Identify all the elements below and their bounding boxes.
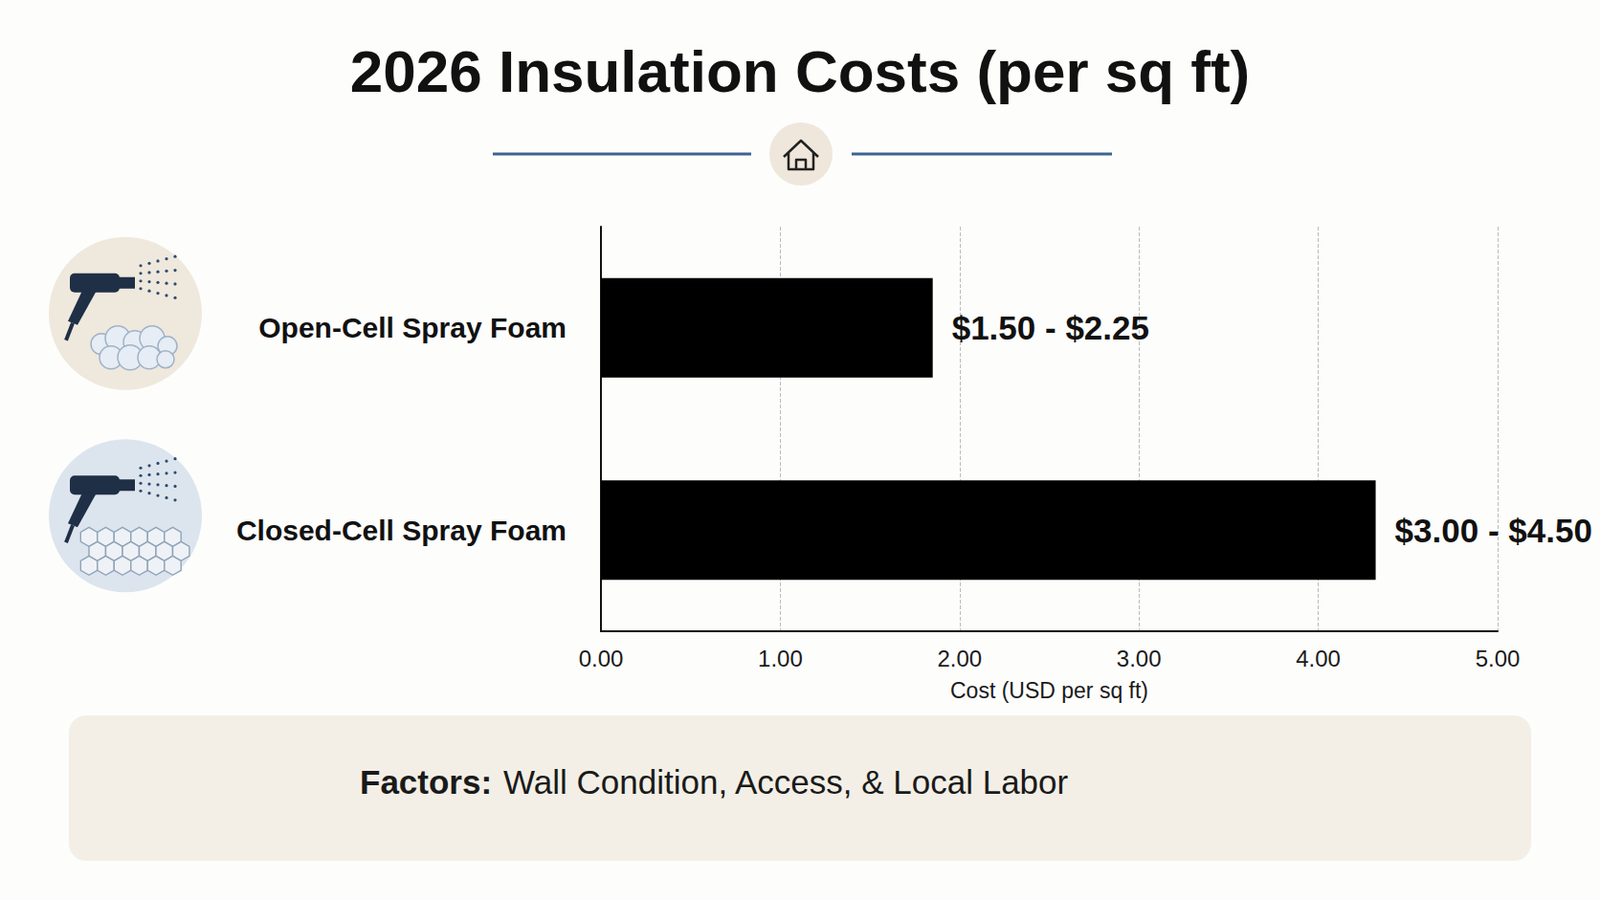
svg-text:Closed-Cell Spray Foam: Closed-Cell Spray Foam (236, 514, 567, 547)
svg-text:$1.50 - $2.25: $1.50 - $2.25 (952, 309, 1150, 347)
svg-text:2026 Insulation Costs (per sq: 2026 Insulation Costs (per sq ft) (350, 38, 1251, 105)
svg-text:5.00: 5.00 (1475, 645, 1521, 672)
svg-text:Open-Cell Spray Foam: Open-Cell Spray Foam (258, 311, 567, 344)
svg-text:3.00: 3.00 (1116, 645, 1162, 672)
svg-text:0.00: 0.00 (578, 645, 624, 672)
svg-text:Cost (USD per sq ft): Cost (USD per sq ft) (950, 678, 1149, 704)
svg-text:$3.00 - $4.50: $3.00 - $4.50 (1395, 511, 1593, 550)
html-text:Factors: Wall Condition, Acces: Factors: Wall Condition, Access, & Local… (359, 763, 1069, 801)
svg-text:1.00: 1.00 (757, 645, 803, 672)
svg-text:2.00: 2.00 (936, 645, 982, 672)
svg-text:4.00: 4.00 (1295, 645, 1341, 672)
